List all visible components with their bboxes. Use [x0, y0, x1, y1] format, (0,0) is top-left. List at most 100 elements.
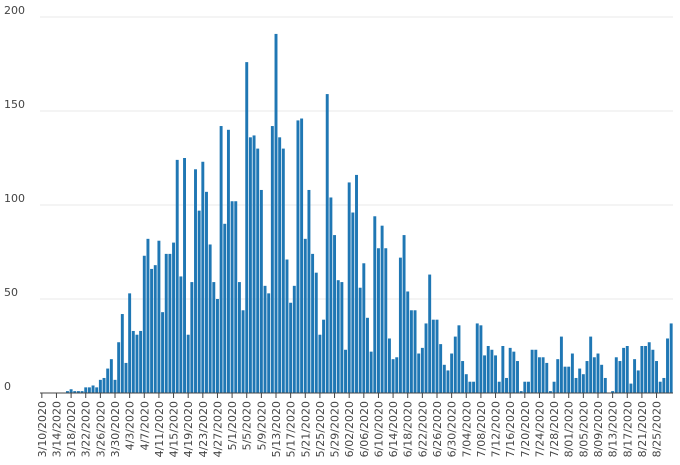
bar — [486, 346, 490, 393]
x-tick-label: 6/30/2020 — [446, 401, 459, 457]
bar — [263, 285, 267, 393]
x-tick-label: 5/21/2020 — [299, 401, 312, 457]
bar — [219, 126, 223, 393]
x-tick-label: 8/17/2020 — [621, 401, 634, 457]
bar — [106, 368, 110, 393]
bar — [303, 238, 307, 393]
bar — [387, 338, 391, 393]
bar — [516, 361, 519, 393]
x-tick-label: 7/12/2020 — [490, 401, 503, 457]
x-tick-labels: 3/10/2020 3/14/2020 3/18/2020 3/22/2020 3/26… — [36, 401, 664, 457]
bar — [80, 391, 84, 393]
bar — [307, 189, 311, 393]
x-tick-label: 6/14/2020 — [387, 401, 400, 457]
x-tick-label: 8/25/2020 — [651, 401, 664, 457]
bar — [172, 242, 176, 393]
bar — [322, 319, 326, 393]
x-tick-label: 5/5/2020 — [241, 401, 254, 450]
x-tick-label: 4/19/2020 — [182, 401, 195, 457]
y-tick-labels: 0 50 100 150 200 — [4, 4, 25, 393]
bar — [336, 280, 340, 393]
bar — [633, 359, 637, 393]
bar — [267, 293, 271, 393]
bar — [318, 334, 322, 393]
bar — [512, 351, 516, 393]
bar — [636, 370, 640, 393]
bar — [252, 135, 256, 393]
bar — [281, 148, 285, 393]
x-tick-label: 4/15/2020 — [168, 401, 181, 457]
bar — [289, 302, 293, 393]
bar — [424, 323, 428, 393]
bar — [446, 370, 450, 393]
bar — [168, 253, 172, 393]
bar — [205, 191, 208, 393]
bar — [351, 212, 355, 393]
bar — [150, 268, 154, 393]
x-tick-label: 3/14/2020 — [50, 401, 63, 457]
bar — [570, 353, 574, 393]
bar — [581, 374, 585, 393]
bar — [527, 381, 530, 393]
bar — [278, 137, 282, 393]
x-tick-label: 7/28/2020 — [548, 401, 561, 457]
bar — [537, 357, 541, 393]
bar — [376, 248, 380, 393]
bar — [600, 364, 604, 393]
x-tick-label: 7/24/2020 — [533, 401, 546, 457]
x-tick-label: 4/3/2020 — [124, 401, 137, 450]
bar — [541, 357, 545, 393]
bar — [314, 272, 318, 393]
bar — [479, 325, 483, 393]
bar — [208, 244, 212, 393]
bar — [373, 216, 377, 393]
y-tick-label: 100 — [4, 192, 25, 205]
bar — [186, 334, 190, 393]
bar — [76, 391, 80, 393]
bar — [534, 349, 538, 393]
bar — [629, 383, 633, 393]
x-tick-label: 8/21/2020 — [636, 401, 649, 457]
bar — [146, 238, 150, 393]
bar — [457, 325, 461, 393]
x-tick-label: 5/13/2020 — [270, 401, 283, 457]
bar — [497, 381, 501, 393]
bar — [578, 368, 582, 393]
y-tick-label: 50 — [4, 286, 18, 299]
bar — [120, 314, 124, 393]
x-tick-label: 3/18/2020 — [65, 401, 78, 457]
bar — [226, 129, 230, 394]
bar — [483, 355, 487, 393]
bar — [395, 357, 399, 393]
bar — [212, 282, 216, 393]
bar — [347, 182, 351, 393]
bar — [464, 374, 468, 393]
bar — [358, 287, 362, 393]
bar — [552, 381, 556, 393]
bar — [179, 276, 183, 393]
x-tick-label: 4/23/2020 — [197, 401, 210, 457]
bar — [245, 62, 249, 394]
bar — [402, 235, 406, 393]
x-tick-label: 8/01/2020 — [563, 401, 576, 457]
bar — [501, 346, 505, 393]
bar — [366, 317, 369, 393]
bar — [344, 349, 347, 393]
bar — [453, 336, 457, 393]
x-tick-label: 7/04/2020 — [460, 401, 473, 457]
bar — [128, 293, 132, 393]
bar — [431, 319, 435, 393]
bar — [490, 349, 494, 393]
x-tick-label: 4/7/2020 — [138, 401, 151, 450]
bar — [270, 126, 274, 393]
bar — [84, 387, 88, 393]
bar — [384, 248, 388, 393]
bar — [124, 362, 128, 393]
y-tick-label: 0 — [4, 380, 11, 393]
bar — [585, 361, 589, 393]
bar — [442, 364, 446, 393]
bar — [113, 379, 117, 393]
bar — [391, 359, 395, 393]
bar — [355, 174, 358, 393]
bar — [574, 377, 578, 393]
